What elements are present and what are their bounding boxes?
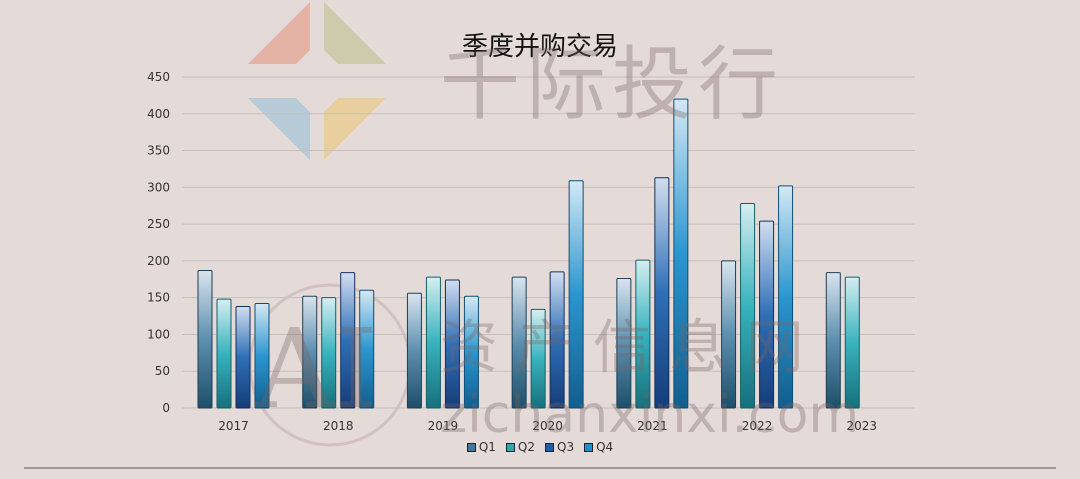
bar-2021-q1[interactable] [616, 278, 632, 409]
x-tick-label: 2023 [847, 419, 878, 433]
legend-item-q2[interactable]: Q2 [505, 440, 535, 454]
x-tick-label: 2020 [532, 419, 563, 433]
y-tick-label: 200 [147, 254, 170, 268]
bar-2017-q3[interactable] [235, 305, 251, 409]
bar-2020-q4[interactable] [568, 180, 584, 409]
y-tick-label: 400 [147, 107, 170, 121]
bar-2022-q2[interactable] [740, 203, 756, 409]
y-tick-label: 250 [147, 217, 170, 231]
bar-2017-q1[interactable] [197, 269, 213, 409]
legend: Q1 Q2 Q3 Q4 [0, 440, 1080, 454]
bar-2022-q4[interactable] [778, 185, 794, 409]
bar-2019-q2[interactable] [425, 276, 441, 409]
bar-2021-q4[interactable] [673, 98, 689, 409]
legend-swatch-q4 [584, 442, 594, 452]
bar-2020-q2[interactable] [530, 308, 546, 409]
y-tick-label: 50 [155, 364, 170, 378]
x-tick-label: 2021 [637, 419, 668, 433]
bar-2021-q2[interactable] [635, 259, 651, 409]
x-axis: 2017 2018 2019 2020 2021 2022 2023 [218, 419, 877, 433]
legend-label-q1: Q1 [478, 440, 496, 454]
legend-swatch-q3 [545, 442, 554, 452]
legend-swatch-q2 [505, 442, 515, 452]
bar-2022-q3[interactable] [759, 220, 775, 409]
bar-2017-q4[interactable] [254, 303, 270, 409]
bar-2019-q4[interactable] [463, 295, 479, 409]
legend-label-q3: Q3 [557, 440, 575, 454]
y-tick-label: 150 [147, 291, 170, 305]
chart-title: 季度并购交易 [461, 32, 618, 62]
bar-2020-q1[interactable] [511, 276, 527, 409]
x-tick-label: 2019 [428, 419, 459, 433]
x-tick-label: 2022 [742, 419, 773, 433]
bar-2020-q3[interactable] [549, 271, 565, 409]
bar-2018-q1[interactable] [302, 295, 318, 409]
bar-2021-q3[interactable] [654, 177, 670, 409]
y-axis: 0 50 100 150 200 250 300 350 400 450 [147, 70, 170, 415]
bar-2023-q1[interactable] [825, 272, 841, 409]
bar-2019-q1[interactable] [406, 292, 422, 409]
legend-item-q3[interactable]: Q3 [545, 440, 574, 454]
y-tick-label: 450 [147, 70, 170, 84]
bar-2022-q1[interactable] [721, 260, 737, 409]
y-tick-label: 350 [147, 144, 170, 158]
bar-2017-q2[interactable] [216, 298, 232, 409]
legend-label-q4: Q4 [596, 440, 614, 454]
bar-2019-q3[interactable] [444, 279, 460, 409]
legend-swatch-q1 [466, 442, 476, 452]
bars [197, 98, 860, 409]
bar-2018-q3[interactable] [340, 272, 356, 409]
bar-2018-q2[interactable] [321, 297, 337, 409]
legend-item-q4[interactable]: Q4 [584, 440, 613, 454]
x-tick-label: 2017 [218, 419, 249, 433]
legend-label-q2: Q2 [517, 440, 535, 454]
y-tick-label: 300 [147, 180, 170, 194]
legend-item-q1[interactable]: Q1 [466, 440, 496, 454]
x-tick-label: 2018 [323, 419, 354, 433]
y-tick-label: 100 [147, 327, 170, 341]
y-tick-label: 0 [162, 401, 170, 415]
bar-2023-q2[interactable] [844, 276, 860, 409]
bar-2018-q4[interactable] [359, 289, 375, 409]
watermark-logo-icon [248, 2, 386, 160]
